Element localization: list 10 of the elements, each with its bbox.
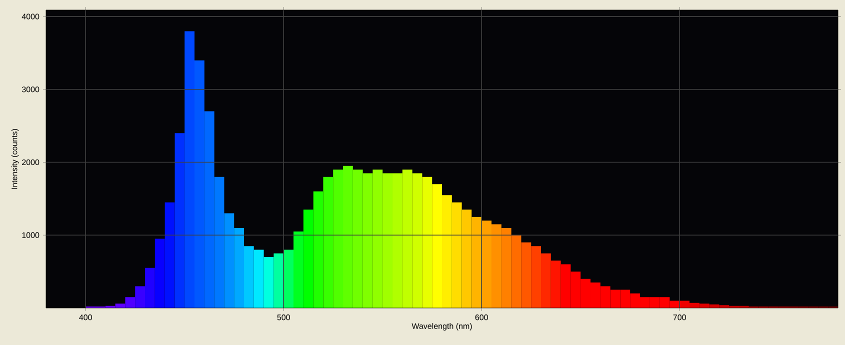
y-tick-label: 4000	[22, 14, 40, 20]
x-tick-label: 500	[277, 314, 290, 320]
y-axis-title: Intensity (counts)	[11, 129, 19, 189]
x-tick-label: 400	[79, 314, 92, 320]
x-tick-label: 600	[475, 314, 488, 320]
x-tick-label: 700	[673, 314, 686, 320]
y-tick-label: 1000	[22, 232, 40, 238]
x-axis-title: Wavelength (nm)	[412, 323, 472, 331]
y-tick-label: 3000	[22, 86, 40, 92]
y-tick-label: 2000	[22, 159, 40, 166]
